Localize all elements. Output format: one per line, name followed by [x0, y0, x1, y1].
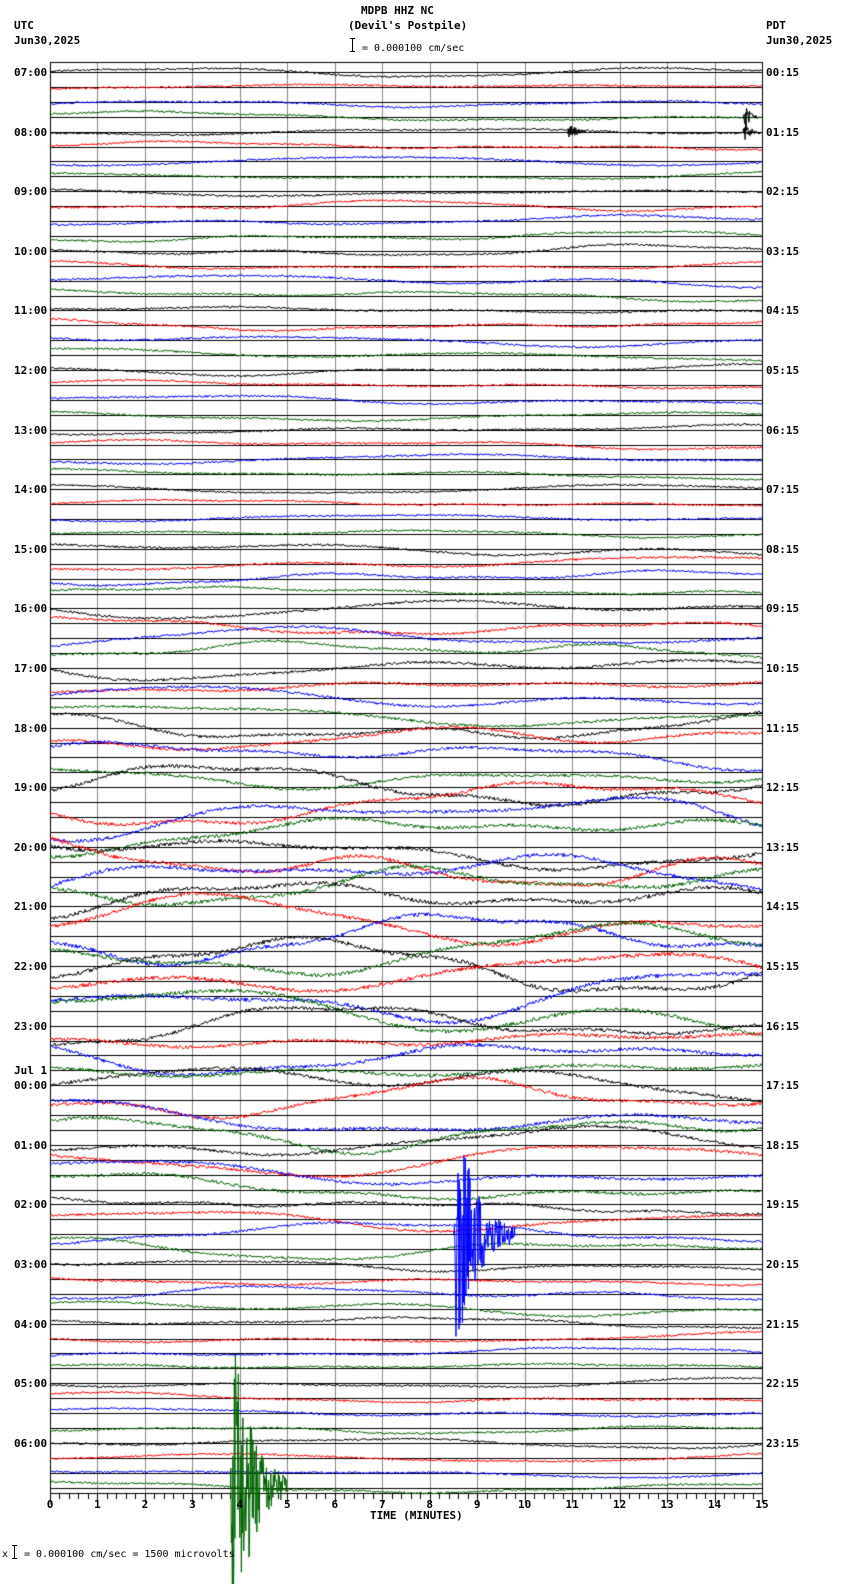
pdt-hour-label: 16:15	[766, 1019, 800, 1033]
utc-hour-label: 12:00	[14, 364, 48, 377]
pdt-hour-label: 12:15	[766, 781, 800, 795]
pdt-hour-label: 07:15	[766, 483, 800, 497]
pdt-hour-label: 23:15	[766, 1436, 800, 1450]
station-location: (Devil's Postpile)	[348, 19, 468, 32]
utc-hour-label: 23:00	[14, 1019, 48, 1033]
x-tick-label: 0	[46, 1498, 54, 1511]
x-tick-label: 15	[755, 1498, 769, 1511]
x-tick-label: 4	[236, 1498, 244, 1511]
x-axis-label: TIME (MINUTES)	[370, 1509, 463, 1522]
pdt-hour-label: 20:15	[766, 1258, 800, 1271]
footer-scale-bar-icon	[12, 1545, 17, 1559]
right-date: Jun30,2025	[766, 34, 833, 47]
x-tick-label: 1	[94, 1498, 101, 1511]
utc-hour-label: 22:00	[14, 960, 48, 973]
date-change-label: Jul 1	[14, 1064, 48, 1078]
utc-hour-label: 01:00	[14, 1138, 48, 1152]
pdt-hour-label: 21:15	[766, 1317, 800, 1331]
pdt-hour-label: 00:15	[766, 66, 800, 79]
utc-hour-label: 08:00	[14, 125, 48, 139]
x-tick-label: 6	[331, 1498, 339, 1511]
utc-hour-label: 16:00	[14, 602, 48, 616]
utc-hour-label: 17:00	[14, 662, 48, 675]
footer-prefix: x	[2, 1549, 9, 1560]
scale-bar-icon	[350, 38, 355, 52]
utc-hour-label: 02:00	[14, 1198, 48, 1212]
utc-hour-label: 05:00	[14, 1377, 48, 1391]
pdt-hour-label: 11:15	[766, 721, 800, 735]
utc-hour-label: 14:00	[14, 483, 48, 497]
utc-hour-label: 15:00	[14, 542, 48, 556]
utc-hour-label: 07:00	[14, 66, 48, 79]
pdt-hour-label: 02:15	[766, 185, 800, 199]
x-tick-label: 8	[426, 1498, 434, 1511]
x-tick-label: 13	[660, 1498, 674, 1511]
utc-hour-label: 19:00	[14, 781, 48, 795]
pdt-hour-label: 18:15	[766, 1138, 800, 1152]
right-timezone: PDT	[766, 19, 786, 32]
utc-hour-label: 21:00	[14, 900, 48, 914]
x-tick-label: 12	[612, 1498, 627, 1511]
footer-scale-text: = 0.000100 cm/sec = 1500 microvolts	[24, 1549, 235, 1560]
pdt-hour-label: 15:15	[766, 960, 800, 973]
pdt-hour-label: 03:15	[766, 244, 800, 258]
left-date: Jun30,2025	[14, 34, 81, 47]
pdt-hour-label: 19:15	[766, 1198, 800, 1212]
utc-hour-label: 20:00	[14, 840, 48, 854]
utc-hour-label: 06:00	[14, 1436, 48, 1450]
station-title: MDPB HHZ NC	[361, 4, 434, 17]
pdt-hour-label: 04:15	[766, 304, 800, 318]
left-timezone: UTC	[14, 19, 34, 32]
x-tick-label: 9	[473, 1498, 481, 1511]
scale-text: = 0.000100 cm/sec	[362, 43, 465, 54]
x-tick-label: 14	[707, 1498, 722, 1511]
pdt-hour-label: 09:15	[766, 602, 800, 616]
x-tick-label: 2	[141, 1498, 149, 1511]
utc-hour-label: 03:00	[14, 1258, 48, 1271]
utc-hour-label: 00:00	[14, 1079, 48, 1093]
x-tick-label: 3	[189, 1498, 196, 1511]
utc-hour-label: 11:00	[14, 304, 48, 318]
pdt-hour-label: 13:15	[766, 840, 800, 854]
pdt-hour-label: 17:15	[766, 1079, 800, 1093]
utc-hour-label: 10:00	[14, 244, 48, 258]
pdt-hour-label: 06:15	[766, 423, 800, 437]
utc-hour-label: 13:00	[14, 423, 48, 437]
pdt-hour-label: 01:15	[766, 125, 800, 139]
utc-hour-label: 18:00	[14, 721, 48, 735]
x-tick-label: 5	[284, 1498, 291, 1511]
pdt-hour-label: 08:15	[766, 542, 800, 556]
pdt-hour-label: 05:15	[766, 364, 800, 377]
pdt-hour-label: 22:15	[766, 1377, 800, 1391]
pdt-hour-label: 10:15	[766, 662, 800, 675]
x-tick-label: 10	[518, 1498, 532, 1511]
x-tick-label: 11	[565, 1498, 579, 1511]
pdt-hour-label: 14:15	[766, 900, 800, 914]
utc-hour-label: 09:00	[14, 185, 48, 199]
utc-hour-label: 04:00	[14, 1317, 48, 1331]
x-tick-label: 7	[378, 1498, 386, 1511]
